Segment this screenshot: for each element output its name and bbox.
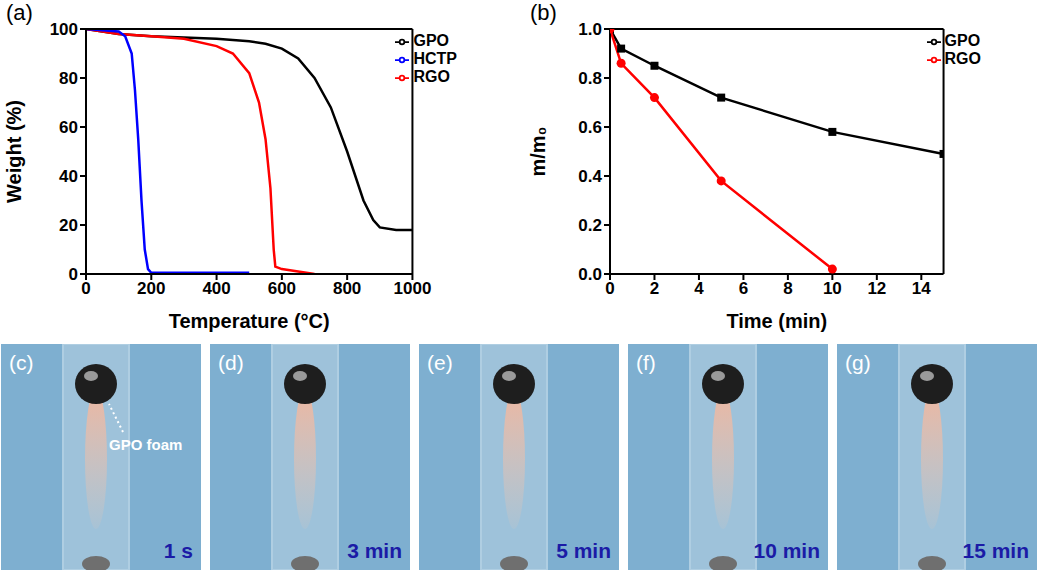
svg-text:0.6: 0.6 (578, 118, 602, 137)
html-text:RGO: RGO (413, 68, 450, 85)
svg-text:Temperature (°C): Temperature (°C) (169, 310, 330, 332)
svg-text:400: 400 (202, 279, 230, 298)
svg-text:1.0: 1.0 (578, 20, 602, 39)
svg-text:0.8: 0.8 (578, 69, 602, 88)
svg-text:200: 200 (137, 279, 165, 298)
svg-text:12: 12 (867, 279, 886, 298)
svg-text:600: 600 (268, 279, 296, 298)
svg-text:(e): (e) (427, 351, 453, 374)
svg-text:14: 14 (912, 279, 931, 298)
svg-text:15 min: 15 min (962, 539, 1029, 562)
svg-text:10 min: 10 min (753, 539, 820, 562)
svg-text:20: 20 (59, 216, 78, 235)
svg-text:40: 40 (59, 167, 78, 186)
svg-text:800: 800 (333, 279, 361, 298)
svg-text:0: 0 (605, 279, 614, 298)
svg-text:0.0: 0.0 (578, 265, 602, 284)
svg-text:80: 80 (59, 69, 78, 88)
svg-text:100: 100 (50, 20, 78, 39)
svg-text:0: 0 (69, 265, 78, 284)
svg-text:1 s: 1 s (164, 539, 193, 562)
svg-text:0.4: 0.4 (578, 167, 602, 186)
svg-text:Time (min): Time (min) (726, 310, 827, 332)
svg-text:0.2: 0.2 (578, 216, 602, 235)
svg-text:1000: 1000 (394, 279, 432, 298)
svg-text:(c): (c) (9, 351, 34, 374)
svg-text:4: 4 (694, 279, 704, 298)
html-text:(b): (b) (530, 0, 557, 25)
svg-text:10: 10 (823, 279, 842, 298)
svg-text:6: 6 (739, 279, 748, 298)
html-text:GPO: GPO (413, 32, 449, 49)
svg-text:(g): (g) (845, 351, 871, 374)
svg-text:GPO foam: GPO foam (109, 436, 182, 453)
svg-text:60: 60 (59, 118, 78, 137)
svg-text:3 min: 3 min (347, 539, 402, 562)
svg-text:5 min: 5 min (556, 539, 611, 562)
html-text:RGO: RGO (944, 50, 981, 67)
html-text:GPO: GPO (944, 32, 981, 49)
html-text:(a): (a) (6, 0, 33, 25)
html-text:HCTP: HCTP (413, 50, 457, 67)
svg-text:8: 8 (783, 279, 792, 298)
svg-text:(f): (f) (636, 351, 656, 374)
svg-text:Weight (%): Weight (%) (3, 100, 25, 203)
svg-text:0: 0 (81, 279, 90, 298)
svg-text:2: 2 (650, 279, 659, 298)
svg-text:(d): (d) (218, 351, 244, 374)
svg-text:m/m₀: m/m₀ (527, 126, 549, 176)
